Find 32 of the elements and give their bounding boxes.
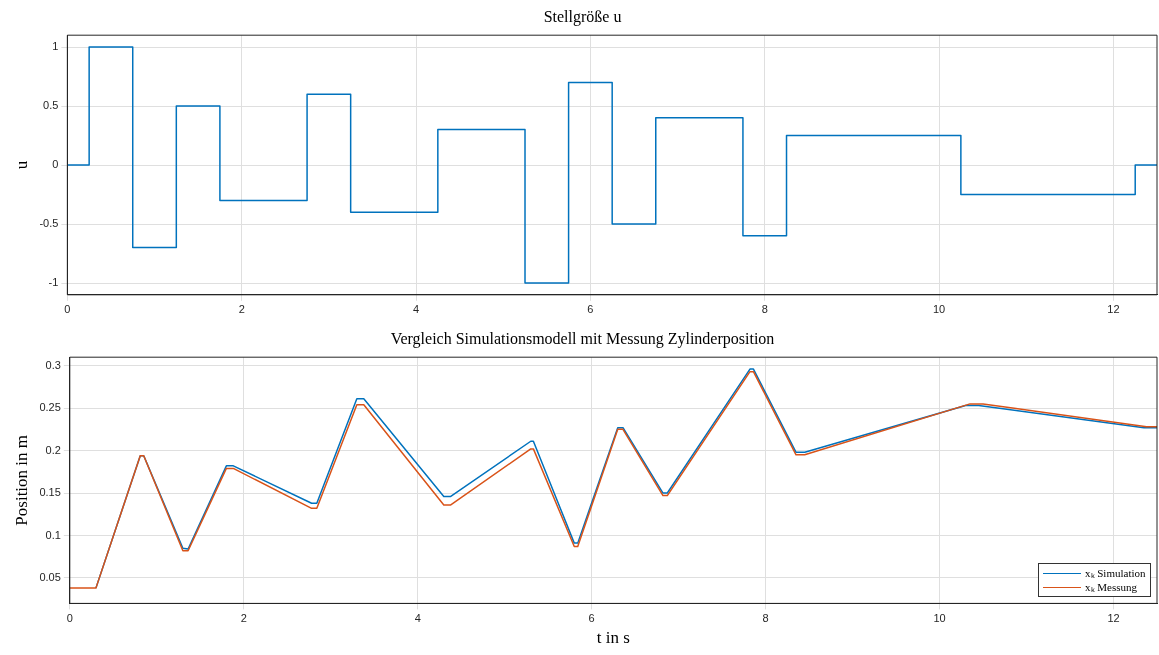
- y-axis-title: u: [11, 160, 31, 170]
- x-tick-label: 2: [238, 303, 245, 316]
- y-tick-label: 0.1: [45, 528, 61, 541]
- x-tick-label: 4: [412, 303, 420, 316]
- x-tick-label: 12: [1107, 303, 1120, 316]
- y-tick-label: 0.5: [43, 99, 59, 112]
- x-tick-label: 12: [1107, 612, 1120, 625]
- chart-title: Stellgröße u: [543, 7, 622, 26]
- x-axis-title: t in s: [596, 628, 630, 648]
- x-tick-label: 4: [414, 612, 421, 625]
- y-tick-label: -1: [48, 276, 59, 289]
- y-tick-label: 0.25: [39, 401, 61, 414]
- legend-label: xₖ Simulation: [1085, 566, 1146, 581]
- x-tick-label: 0: [64, 303, 71, 316]
- y-tick-label: 1: [52, 40, 59, 53]
- x-tick-label: 0: [66, 612, 73, 625]
- x-tick-label: 6: [588, 612, 595, 625]
- chart-title: Vergleich Simulationsmodell mit Messung Zylinderposition: [390, 329, 775, 348]
- y-tick-label: 0.3: [45, 358, 61, 371]
- y-tick-label: 0.2: [45, 443, 61, 456]
- legend-label: xₖ Messung: [1085, 580, 1137, 595]
- y-tick-label: 0.15: [39, 486, 61, 499]
- y-tick-label: 0: [52, 158, 59, 171]
- x-tick-label: 8: [761, 303, 768, 316]
- y-tick-label: 0.05: [39, 570, 61, 583]
- x-tick-label: 8: [762, 612, 769, 625]
- y-axis-title: Position in m: [11, 434, 31, 526]
- x-tick-label: 10: [933, 612, 946, 625]
- y-tick-label: -0.5: [39, 217, 59, 230]
- x-tick-label: 2: [240, 612, 247, 625]
- x-tick-label: 10: [932, 303, 946, 316]
- x-tick-label: 6: [587, 303, 594, 316]
